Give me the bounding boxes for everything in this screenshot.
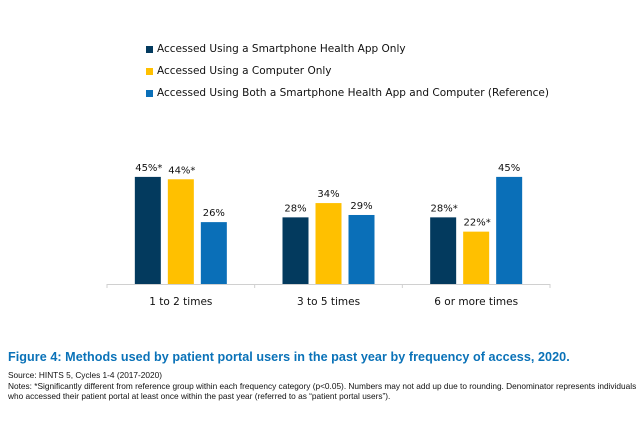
legend-swatch-computer <box>146 67 153 75</box>
figure-title: Figure 4: Methods used by patient portal… <box>8 350 570 364</box>
data-label-1-to-2-times-series-1: 44%* <box>168 165 195 176</box>
x-axis: 1 to 2 times 3 to 5 times 6 or more times <box>106 284 551 308</box>
legend-swatch-both <box>146 89 153 97</box>
x-tick-label-6-or-more-times: 6 or more times <box>434 296 518 308</box>
bar-6-or-more-times-series-0 <box>430 217 457 284</box>
bar-6-or-more-times-series-2 <box>496 176 523 284</box>
bar-3-to-5-times-series-2 <box>348 214 375 284</box>
legend-item-both: Accessed Using Both a Smartphone Health … <box>146 82 549 104</box>
data-label-6-or-more-times-series-2: 45% <box>498 163 520 174</box>
x-tick-label-3-to-5-times: 3 to 5 times <box>297 296 360 308</box>
bar-chart: 45%* 44%* 26% 28% 34% 29% 28%* 22%* 45% 1 to 2 t… <box>106 163 551 308</box>
legend-label-computer: Accessed Using a Computer Only <box>157 65 332 77</box>
data-label-3-to-5-times-series-2: 29% <box>350 201 372 212</box>
figure-notes: Notes: *Significantly different from ref… <box>8 380 637 402</box>
legend-item-smartphone: Accessed Using a Smartphone Health App O… <box>146 38 549 60</box>
bar-1-to-2-times-series-0 <box>134 176 161 284</box>
data-label-6-or-more-times-series-0: 28%* <box>431 203 458 214</box>
data-label-3-to-5-times-series-1: 34% <box>317 189 339 200</box>
data-label-1-to-2-times-series-2: 26% <box>203 208 225 219</box>
data-label-3-to-5-times-series-0: 28% <box>284 203 306 214</box>
figure-source: Source: HINTS 5, Cycles 1-4 (2017-2020) <box>8 370 163 380</box>
bar-1-to-2-times-series-2 <box>200 222 227 284</box>
data-labels-group: 45%* 44%* 26% 28% 34% 29% 28%* 22%* 45% <box>135 163 520 229</box>
legend-label-both: Accessed Using Both a Smartphone Health … <box>157 87 549 99</box>
x-tick-label-1-to-2-times: 1 to 2 times <box>149 296 212 308</box>
bar-3-to-5-times-series-1 <box>315 203 342 284</box>
legend-item-computer: Accessed Using a Computer Only <box>146 60 549 82</box>
bar-3-to-5-times-series-0 <box>282 217 309 284</box>
data-label-1-to-2-times-series-0: 45%* <box>135 163 162 174</box>
data-label-6-or-more-times-series-1: 22%* <box>464 218 491 229</box>
legend-label-smartphone: Accessed Using a Smartphone Health App O… <box>157 43 406 55</box>
bar-6-or-more-times-series-1 <box>463 231 490 284</box>
figure-caption: Figure 4: Methods used by patient portal… <box>8 350 638 402</box>
bars-group <box>134 176 523 284</box>
bar-1-to-2-times-series-1 <box>167 179 194 284</box>
chart-legend: Accessed Using a Smartphone Health App O… <box>146 38 549 104</box>
legend-swatch-smartphone <box>146 45 153 53</box>
